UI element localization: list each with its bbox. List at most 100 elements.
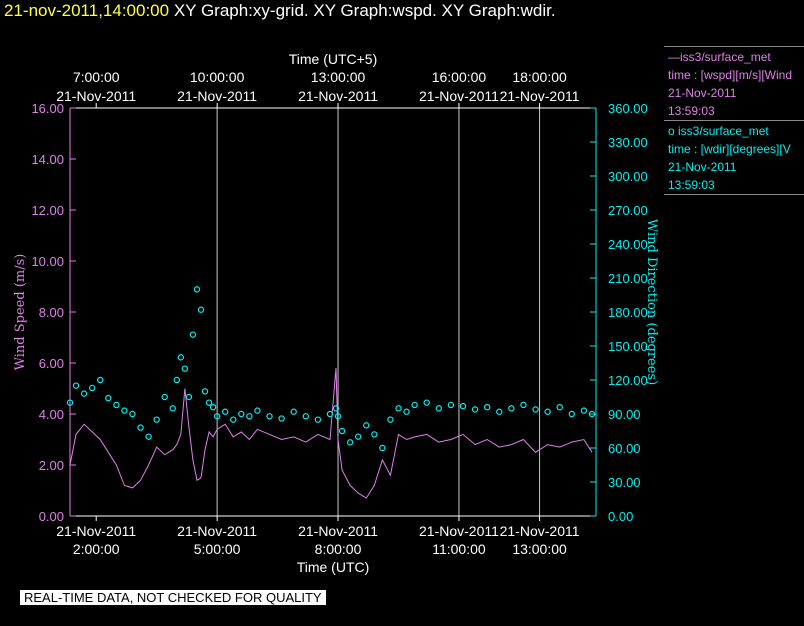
- series-point-wdir: [471, 406, 479, 413]
- series-line-wspd: [69, 368, 593, 499]
- y-right-tick-label: 90.00: [608, 407, 641, 422]
- legend-wspd-variable: time : [wspd][m/s][Wind: [668, 68, 793, 82]
- y-left-tick-label: 8.00: [39, 305, 64, 320]
- series-point-wdir: [113, 401, 120, 409]
- series-point-wdir: [72, 382, 80, 389]
- series-point-wdir: [213, 413, 221, 420]
- series-point-wdir: [338, 427, 346, 435]
- x-bottom-tick-time: 13:00:00: [512, 541, 567, 557]
- y-right-tick-label: 180.00: [608, 305, 648, 320]
- series-point-wdir: [334, 413, 342, 420]
- series-point-wdir: [459, 402, 467, 410]
- series-point-wdir: [169, 405, 176, 412]
- series-point-wdir: [532, 406, 539, 413]
- series-point-wdir: [205, 399, 213, 406]
- series-point-wdir: [181, 365, 189, 372]
- y-left-tick-label: 12.00: [31, 203, 64, 218]
- y-right-tick-label: 330.00: [608, 135, 648, 150]
- x-top-tick-time: 16:00:00: [432, 69, 487, 85]
- series-point-wdir: [246, 413, 253, 420]
- series-point-wdir: [290, 408, 297, 415]
- x-bottom-tick-date: 21-Nov-2011: [177, 523, 257, 539]
- x-top-tick-time: 10:00:00: [190, 69, 245, 85]
- x-bottom-tick-time: 2:00:00: [73, 541, 120, 557]
- x-top-tick-date: 21-Nov-2011: [298, 88, 378, 104]
- legend-wspd-time: 13:59:03: [668, 104, 715, 118]
- series-point-wdir: [238, 410, 245, 418]
- series-point-wdir: [97, 376, 104, 384]
- legend-wspd-line-glyph: —: [668, 50, 680, 64]
- y-right-tick-label: 240.00: [608, 237, 648, 252]
- series-point-wdir: [105, 394, 112, 402]
- series-point-wdir: [379, 444, 386, 452]
- series-point-wdir: [193, 286, 201, 293]
- legend-wdir-date: 21-Nov-2011: [668, 160, 737, 174]
- x-top-axis-title: Time (UTC+5): [289, 51, 378, 67]
- series-point-wdir: [346, 439, 354, 446]
- y-left-tick-label: 16.00: [31, 101, 64, 116]
- series-point-wdir: [354, 433, 362, 440]
- series-point-wdir: [568, 410, 576, 418]
- legend: —iss3/surface_met time : [wspd][m/s][Win…: [664, 46, 804, 195]
- y-right-tick-label: 30.00: [608, 475, 641, 490]
- series-point-wdir: [326, 410, 334, 418]
- y-right-tick-label: 300.00: [608, 169, 648, 184]
- series-point-wdir: [201, 388, 209, 395]
- series-point-wdir: [411, 401, 418, 409]
- series-point-wdir: [189, 331, 197, 338]
- legend-wspd-source: iss3/surface_met: [680, 50, 771, 64]
- series-point-wdir: [314, 416, 322, 423]
- legend-wdir-time: 13:59:03: [668, 178, 715, 192]
- legend-wdir-marker-glyph: o: [668, 124, 679, 138]
- series-point-wdir: [121, 407, 128, 414]
- series-point-wdir: [483, 404, 491, 411]
- y-left-tick-label: 4.00: [39, 407, 64, 422]
- x-top-tick-date: 21-Nov-2011: [56, 88, 136, 104]
- series-point-wdir: [80, 390, 88, 397]
- series-point-wdir: [588, 410, 596, 418]
- y-right-tick-label: 210.00: [608, 271, 648, 286]
- series-point-wdir: [66, 399, 74, 406]
- header-graph-list: XY Graph:xy-grid. XY Graph:wspd. XY Grap…: [173, 1, 556, 20]
- x-bottom-tick-date: 21-Nov-2011: [298, 523, 378, 539]
- x-top-tick-time: 7:00:00: [73, 69, 120, 85]
- series-point-wdir: [173, 376, 181, 384]
- series-point-wdir: [556, 404, 563, 411]
- y-right-tick-label: 60.00: [608, 441, 641, 456]
- series-point-wdir: [161, 393, 168, 401]
- legend-wdir-variable: time : [wdir][degrees][V: [668, 142, 791, 156]
- series-point-wdir: [145, 433, 152, 440]
- x-bottom-tick-time: 5:00:00: [194, 541, 241, 557]
- x-top-tick-time: 18:00:00: [512, 69, 567, 85]
- chart-header: 21-nov-2011,14:00:00 XY Graph:xy-grid. X…: [4, 1, 556, 21]
- y-right-axis-title: Wind Direction (degrees): [644, 219, 659, 385]
- series-point-wdir: [88, 384, 96, 392]
- y-right-tick-label: 120.00: [608, 373, 648, 388]
- legend-entry-wspd: —iss3/surface_met time : [wspd][m/s][Win…: [664, 46, 804, 120]
- series-point-wdir: [496, 408, 503, 415]
- y-right-tick-label: 150.00: [608, 339, 648, 354]
- x-top-tick-date: 21-Nov-2011: [500, 88, 580, 104]
- series-point-wdir: [332, 405, 340, 412]
- series-point-wdir: [363, 422, 370, 429]
- x-bottom-tick-date: 21-Nov-2011: [500, 523, 580, 539]
- series-point-wdir: [302, 413, 309, 420]
- series-point-wdir: [435, 405, 443, 412]
- series-point-wdir: [508, 405, 515, 412]
- x-bottom-tick-time: 11:00:00: [432, 541, 486, 557]
- series-point-wdir: [185, 393, 193, 401]
- header-timestamp: 21-nov-2011,14:00:00: [4, 1, 170, 20]
- x-top-tick-date: 21-Nov-2011: [177, 88, 257, 104]
- series-point-wdir: [371, 431, 378, 438]
- y-left-tick-label: 10.00: [31, 254, 64, 269]
- series-point-wdir: [423, 399, 430, 406]
- series-point-wdir: [129, 410, 136, 418]
- y-left-tick-label: 6.00: [39, 356, 64, 371]
- series-point-wdir: [447, 401, 455, 409]
- x-bottom-axis-title: Time (UTC): [297, 559, 370, 575]
- y-left-axis-title: Wind Speed (m/s): [13, 254, 28, 371]
- y-right-tick-label: 360.00: [608, 101, 648, 116]
- x-bottom-tick-date: 21-Nov-2011: [56, 523, 136, 539]
- legend-entry-wdir: o iss3/surface_met time : [wdir][degrees…: [664, 120, 804, 195]
- y-right-tick-label: 270.00: [608, 203, 648, 218]
